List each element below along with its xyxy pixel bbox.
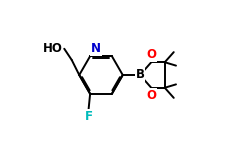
Text: B: B xyxy=(136,69,144,81)
Text: N: N xyxy=(91,42,101,55)
Text: F: F xyxy=(84,110,92,123)
Text: HO: HO xyxy=(43,42,63,55)
Text: O: O xyxy=(146,48,156,61)
Text: O: O xyxy=(146,89,156,102)
